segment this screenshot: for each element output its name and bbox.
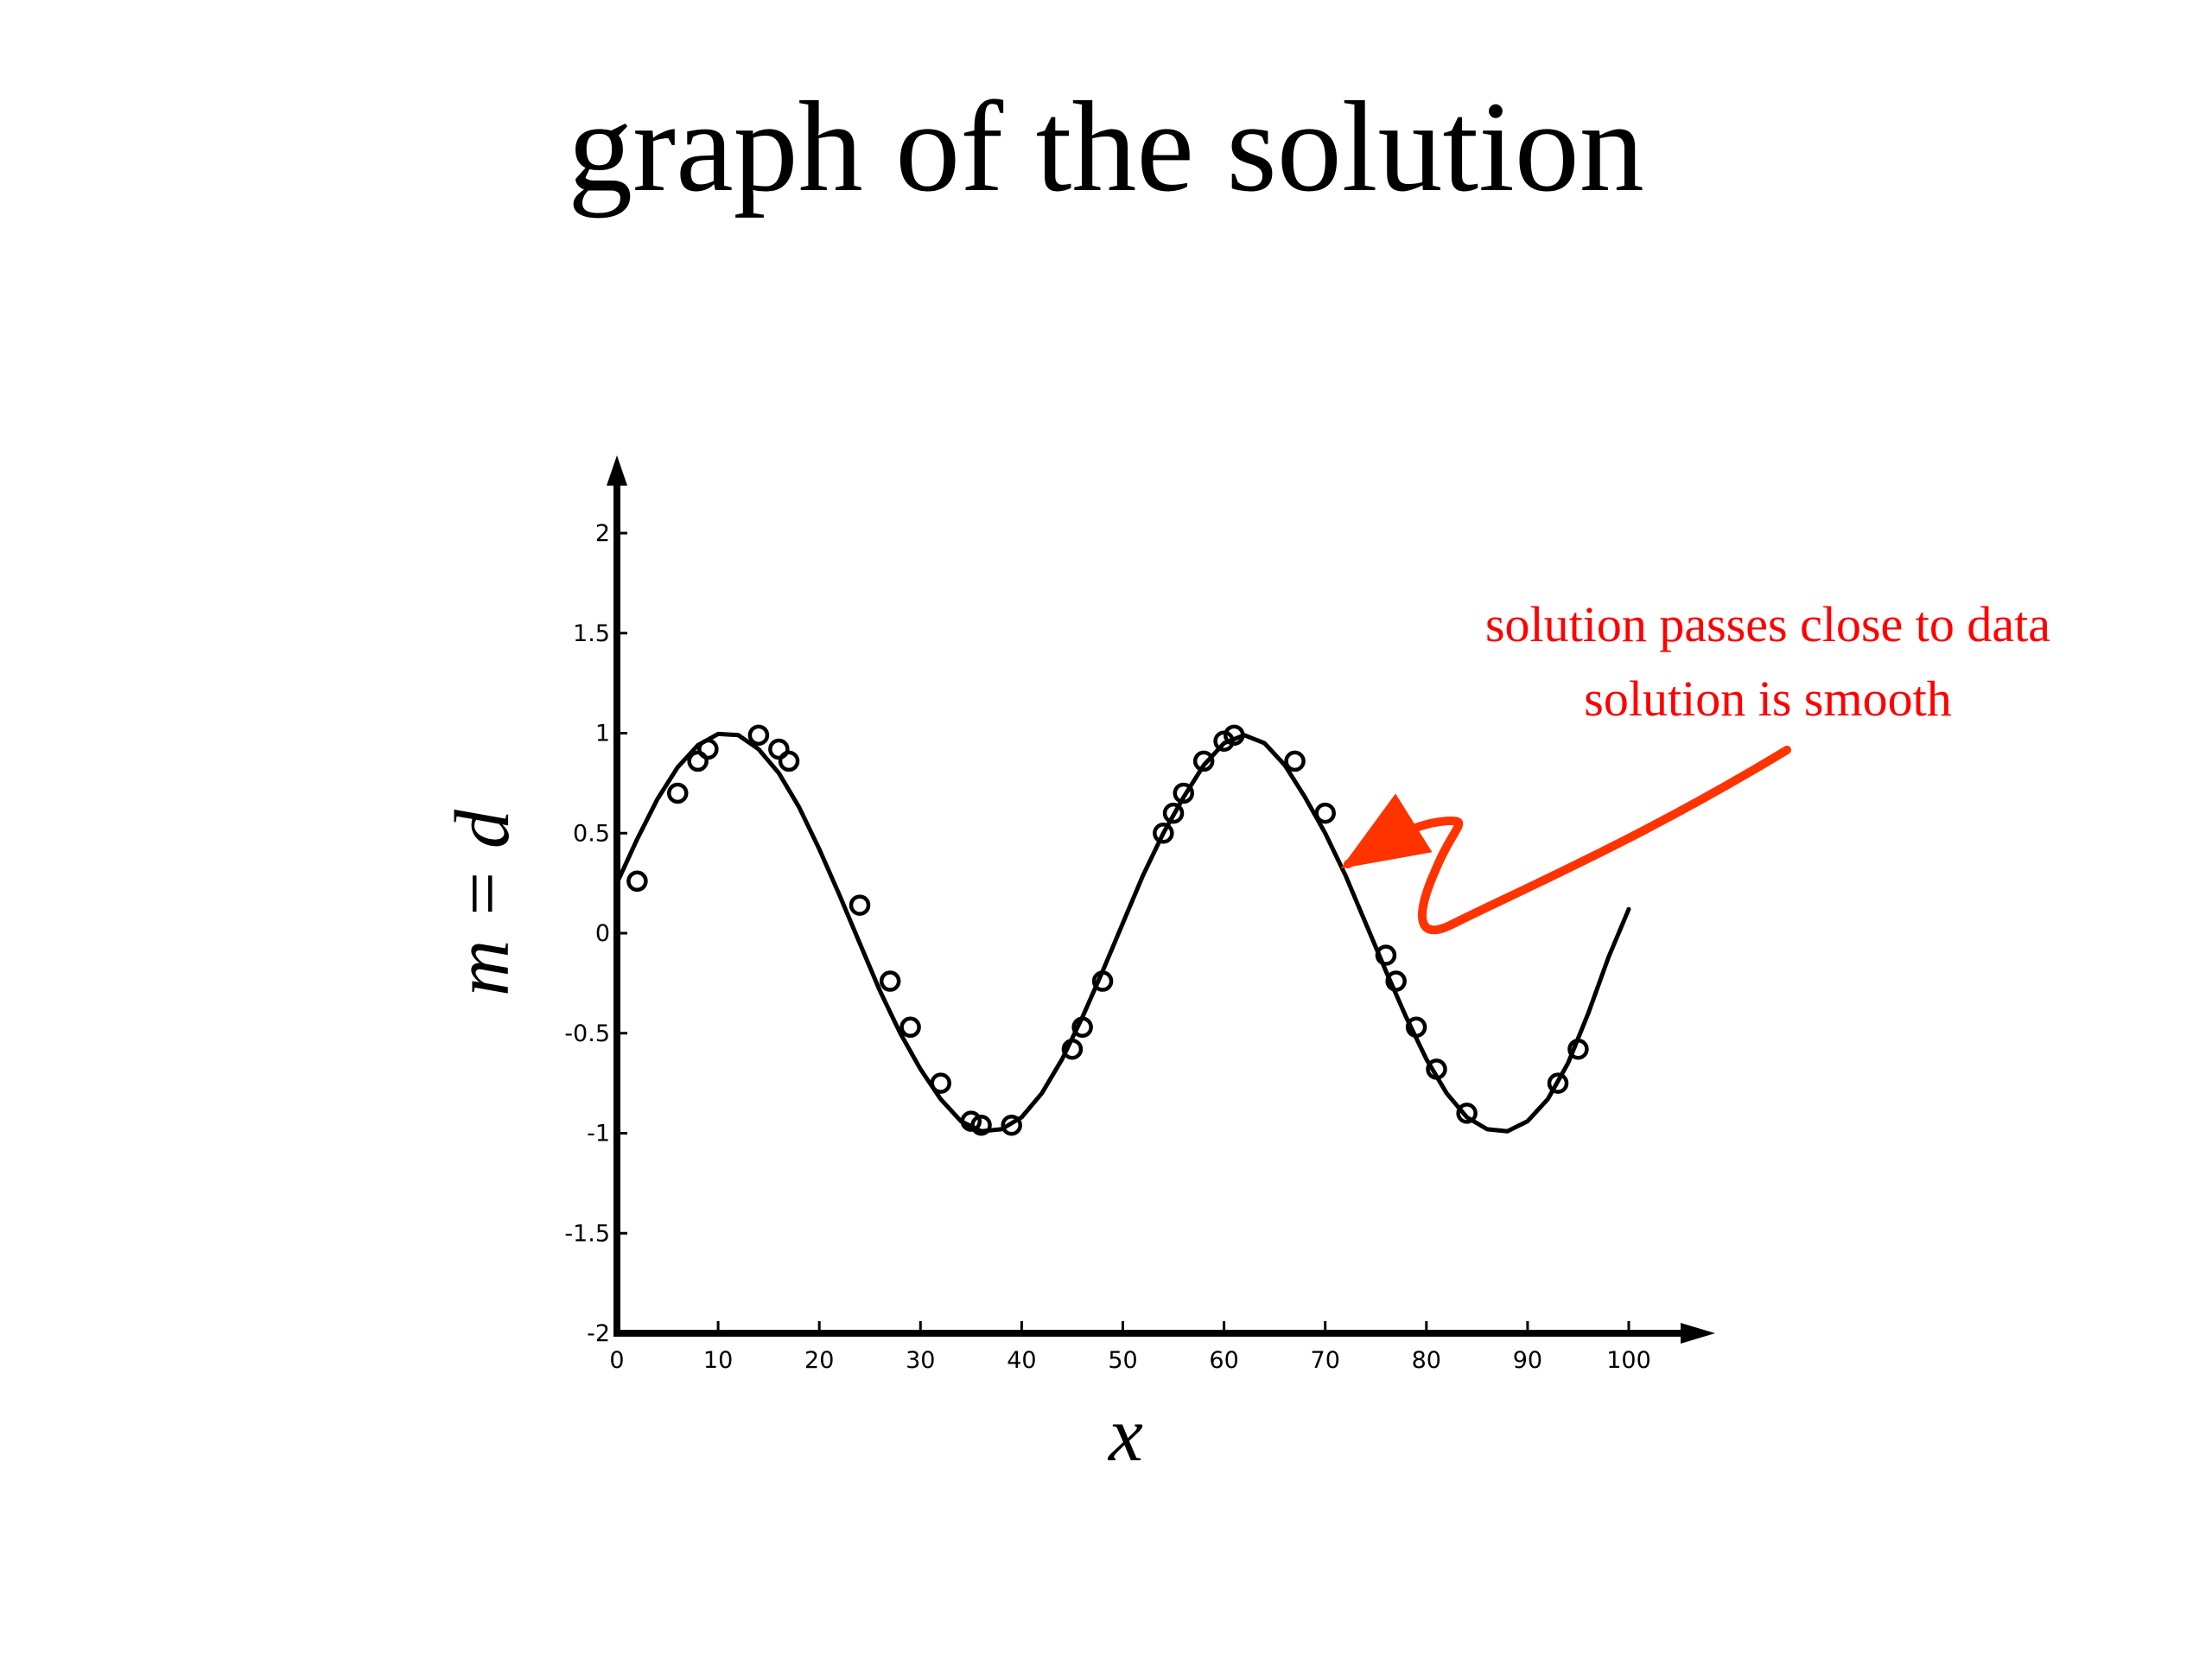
data-point [1385, 970, 1407, 992]
data-point [1091, 970, 1114, 992]
data-point [960, 1110, 982, 1132]
data-point [1456, 1103, 1478, 1124]
y-tick-label: -0.5 [564, 1020, 610, 1047]
data-point [1192, 750, 1215, 772]
data-point [687, 750, 709, 772]
annotation-line-2: solution is smooth [1584, 671, 1951, 727]
data-point [930, 1072, 951, 1094]
data-point [667, 782, 689, 804]
x-tick-label: 70 [1311, 1347, 1340, 1374]
data-point [1061, 1039, 1084, 1060]
x-axis-arrowhead [1681, 1323, 1715, 1344]
data-point [849, 894, 871, 916]
x-tick-label: 60 [1209, 1347, 1238, 1374]
y-tick-label: -2 [587, 1320, 610, 1347]
y-tick-label: 1.5 [573, 620, 610, 647]
x-tick-label: 40 [1007, 1347, 1036, 1374]
y-ticks: 2 1.5 1 0.5 0 -0.5 -1 -1.5 -2 [564, 520, 627, 1347]
data-point [697, 738, 719, 760]
y-tick-label: 0 [595, 920, 610, 947]
data-point [970, 1114, 992, 1136]
data-point [1567, 1039, 1589, 1060]
data-point [626, 870, 648, 893]
annotation-line-1: solution passes close to data [1485, 596, 2050, 652]
x-tick-label: 90 [1513, 1347, 1542, 1374]
data-point [1173, 782, 1195, 804]
y-tick-label: 2 [595, 520, 610, 547]
y-tick-label: -1.5 [564, 1220, 610, 1247]
x-ticks: 0 10 20 30 40 50 60 70 80 90 100 [609, 1321, 1651, 1374]
y-tick-label: -1 [587, 1121, 610, 1147]
solution-curve [614, 731, 1631, 1134]
x-tick-label: 10 [703, 1347, 733, 1374]
data-point [1375, 944, 1397, 966]
x-tick-label: 20 [804, 1347, 834, 1374]
data-point [1314, 802, 1336, 824]
x-tick-label: 80 [1412, 1347, 1441, 1374]
series-layer [614, 724, 1631, 1136]
data-point [1224, 724, 1245, 747]
y-tick-label: 0.5 [573, 820, 610, 847]
axes [607, 455, 1715, 1344]
annotation-arrow [1340, 746, 1791, 935]
x-axis-label: x [1107, 1392, 1143, 1478]
x-tick-label: 0 [609, 1347, 624, 1374]
data-point [747, 724, 770, 747]
y-axis-label: m = d [440, 809, 525, 996]
x-tick-label: 30 [906, 1347, 935, 1374]
data-point [1001, 1114, 1022, 1136]
data-point [879, 970, 901, 992]
y-axis-arrowhead [607, 455, 627, 486]
y-tick-label: 1 [595, 721, 610, 747]
annotation: solution passes close to data solution i… [1340, 596, 2050, 935]
data-point [1405, 1016, 1427, 1039]
data-point [899, 1016, 921, 1039]
x-tick-label: 50 [1108, 1347, 1137, 1374]
data-point [768, 738, 790, 760]
slide-title: graph of the solution [568, 75, 1644, 219]
data-point [1162, 802, 1185, 824]
data-point [1426, 1058, 1447, 1080]
data-point [1071, 1016, 1093, 1039]
data-point [1284, 750, 1306, 772]
data-point [1547, 1072, 1569, 1094]
data-point [778, 750, 800, 772]
data-point [1153, 823, 1174, 844]
x-tick-label: 100 [1606, 1347, 1651, 1374]
